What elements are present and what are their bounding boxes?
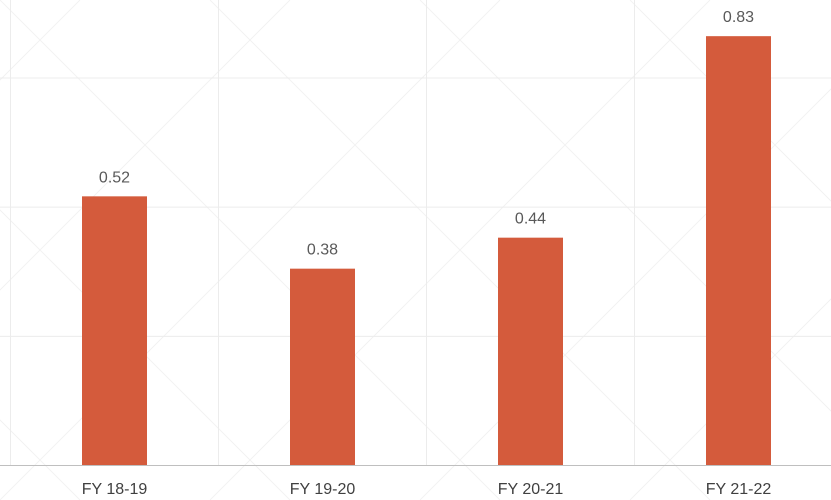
bar: [498, 237, 563, 465]
x-tick-label: FY 20-21: [498, 481, 564, 498]
x-tick-label: FY 18-19: [82, 481, 148, 498]
data-label: 0.83: [723, 9, 754, 26]
category-labels: FY 18-19 FY 19-20 FY 20-21 FY 21-22: [82, 481, 772, 498]
x-tick-label: FY 19-20: [290, 481, 356, 498]
bars: [82, 36, 771, 466]
bar: [290, 268, 355, 465]
data-labels: 0.52 0.38 0.44 0.83: [99, 9, 754, 259]
bar: [706, 36, 771, 466]
background-diagonal: [0, 0, 291, 291]
data-label: 0.44: [515, 211, 546, 228]
bar: [82, 196, 147, 466]
x-tick-label: FY 21-22: [706, 481, 772, 498]
data-label: 0.38: [307, 242, 338, 259]
data-label: 0.52: [99, 169, 130, 186]
